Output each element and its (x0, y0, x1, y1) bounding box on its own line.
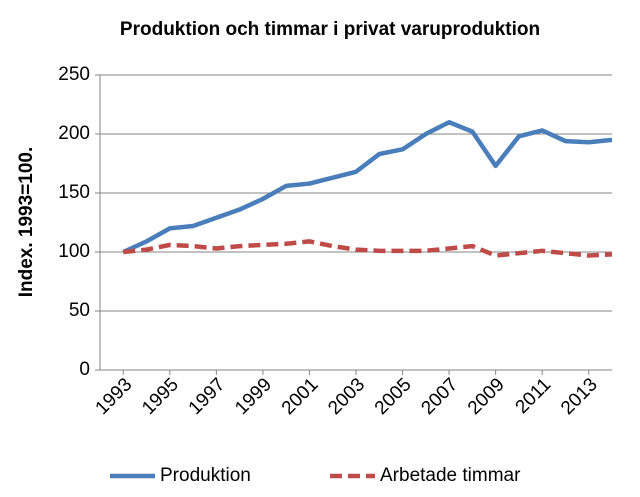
x-tick-label: 2005 (371, 374, 416, 419)
x-tick-label: 1997 (185, 374, 230, 419)
y-tick-label: 250 (58, 64, 90, 85)
x-tick-label: 2013 (557, 374, 602, 419)
y-tick-label: 0 (79, 359, 90, 380)
x-tick-label: 1993 (92, 374, 137, 419)
x-tick-label: 2007 (417, 374, 462, 419)
y-tick-label: 150 (58, 182, 90, 203)
x-tick-label: 2011 (512, 374, 556, 418)
x-tick-label: 2003 (324, 374, 369, 419)
series-line (123, 239, 613, 258)
x-tick-label: 1995 (138, 374, 183, 419)
x-tick-label: 1999 (231, 374, 276, 419)
x-tick-label: 2001 (278, 374, 323, 419)
y-tick-label: 100 (58, 241, 90, 262)
chart-title: Produktion och timmar i privat varuprodu… (120, 19, 540, 40)
x-tick-label: 2009 (464, 374, 509, 419)
y-tick-label: 50 (69, 300, 90, 321)
legend-label: Arbetade timmar (380, 465, 521, 486)
y-tick-label: 200 (58, 123, 90, 144)
series-line (122, 119, 613, 255)
legend-label: Produktion (160, 465, 251, 486)
y-axis-label: Index. 1993=100. (16, 147, 37, 298)
